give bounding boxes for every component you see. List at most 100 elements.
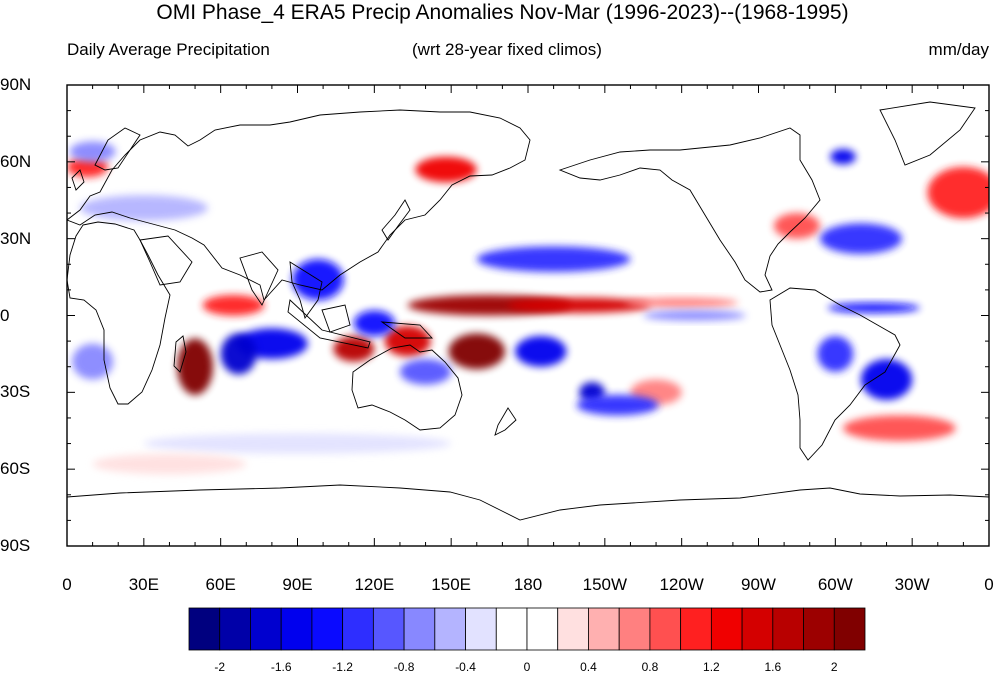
lon-label: 90E [282,575,313,594]
anomaly-feature-32 [143,433,452,454]
coastline-scandinavia [94,127,141,171]
coastline-indonesia [287,299,371,349]
colorbar-swatch [188,607,221,651]
colorbar-swatch [434,607,466,651]
colorbar-swatch [710,607,743,651]
anomaly-feature-2 [625,297,739,308]
subtitle-left: Daily Average Precipitation [67,40,270,59]
anomaly-feature-18 [399,359,452,385]
anomaly-feature-29 [643,310,746,321]
lat-label: 90N [0,75,32,94]
anomaly-feature-6 [448,333,505,370]
coastline-north-america [558,127,821,293]
anomaly-feature-13 [67,156,108,178]
map-title: OMI Phase_4 ERA5 Precip Anomalies Nov-Ma… [156,1,849,24]
colorbar-swatch [342,607,374,651]
anomaly-feature-24 [817,335,854,372]
lon-label: 90W [741,575,776,594]
coastline-greenland [879,101,976,166]
colorbar-tick-label: -0.4 [455,660,476,674]
colorbar-swatch [219,607,251,651]
coastline-indochina [289,261,323,320]
colorbar-swatch [588,607,620,651]
plot-frame [66,84,990,547]
anomaly-feature-27 [69,141,116,162]
anomaly-feature-23 [860,359,913,401]
colorbar-swatch [649,607,682,651]
lon-label: 150W [582,575,628,594]
colorbar-tick-label: 0.4 [580,660,597,674]
colorbar-swatch [250,607,282,651]
colorbar-tick-label: 1.6 [764,660,782,674]
coastline-new-zealand [494,407,517,436]
anomaly-feature-30 [72,343,114,380]
anomaly-feature-7 [415,156,477,183]
lon-label: 150E [431,575,472,594]
anomaly-feature-31 [79,195,208,221]
anomaly-feature-22 [576,394,659,416]
lon-label: 30W [894,575,930,594]
anomaly-feature-3 [177,338,213,395]
anomaly-feature-10 [843,415,956,441]
anomaly-feature-12 [202,295,265,316]
anomaly-feature-28 [827,302,920,313]
coastline-australia [351,344,463,431]
coastline-africa [67,221,171,405]
coastline-borneo [321,304,351,333]
coastline-eurasia [67,109,531,301]
anomaly-feature-26 [830,149,856,165]
anomaly-feature-19 [515,335,567,367]
units-label: mm/day [928,40,989,59]
coastline-india [239,251,279,306]
colorbar-swatch [741,607,774,651]
colorbar-swatch [618,607,651,651]
coastline-south-america [769,287,901,461]
anomaly-feature-33 [92,453,247,475]
anomaly-feature-20 [476,246,631,272]
lon-label: 60E [205,575,236,594]
lat-label: 0 [0,305,10,325]
colorbar-swatch [772,607,804,651]
colorbar-swatch [465,607,497,651]
colorbar-swatch [680,607,712,651]
colorbar-tick-label: -0.8 [393,660,415,674]
colorbar-swatch [403,607,436,651]
coastline-madagascar [173,335,187,373]
lon-label: 0 [984,575,994,594]
colorbar-tick-label: 1.2 [703,660,720,674]
colorbar-tick-label: -1.6 [270,660,292,674]
colorbar-swatch [526,607,559,651]
anomaly-feature-4 [333,335,375,362]
lon-label: 120E [354,575,395,594]
lon-label: 0 [62,575,72,594]
lat-label: 60S [0,459,31,479]
subtitle-center: (wrt 28-year fixed climos) [412,40,602,59]
colorbar-swatch [280,607,313,651]
lat-label: 30N [0,228,32,248]
lat-label: 30S [0,382,31,402]
colorbar-swatch [495,607,528,651]
lon-label: 60W [817,575,853,594]
colorbar-swatch [833,607,866,651]
colorbar-tick-label: 0 [523,660,531,674]
coastlines [67,101,989,521]
lat-label: 60N [0,151,32,171]
colorbar [188,607,866,651]
coastline-uk [71,169,85,191]
anomaly-feature-5 [384,325,431,357]
anomaly-feature-8 [927,166,989,219]
colorbar-swatch [311,607,344,651]
colorbar-swatch [372,607,405,651]
colorbar-swatch [557,607,589,651]
lon-label: 120W [659,575,704,594]
colorbar-tick-label: -2 [214,660,226,674]
lon-label: 180 [513,575,543,594]
lat-label: 90S [0,536,31,555]
colorbar-tick-label: 0.8 [641,660,659,674]
anomaly-feature-25 [819,223,902,255]
colorbar-tick-label: 2 [830,660,838,674]
anomaly-feature-15 [220,333,257,375]
coastline-japan [381,199,411,241]
lon-label: 30E [128,575,159,594]
